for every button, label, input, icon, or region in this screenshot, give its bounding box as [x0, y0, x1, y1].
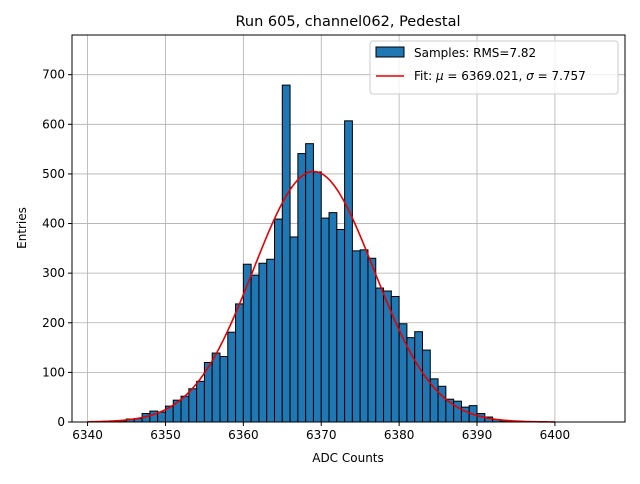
histogram-bar	[236, 304, 244, 422]
x-axis-label: ADC Counts	[312, 451, 384, 465]
histogram-bar	[360, 250, 368, 422]
legend: Samples: RMS=7.82 Fit: μ = 6369.021, σ =…	[370, 41, 618, 94]
y-tick-label: 700	[42, 68, 65, 82]
y-tick-label: 500	[42, 167, 65, 181]
y-tick-label: 100	[42, 365, 65, 379]
legend-label-samples: Samples: RMS=7.82	[414, 46, 536, 60]
histogram-bar	[298, 154, 306, 422]
fit-label-prefix: Fit:	[414, 69, 436, 83]
x-tick-label: 6370	[306, 428, 337, 442]
histogram-bar	[290, 237, 298, 422]
histogram-bar	[438, 386, 446, 422]
histogram-bar	[197, 381, 205, 422]
y-tick-label: 400	[42, 217, 65, 231]
histogram-bar	[422, 350, 430, 422]
legend-label-fit: Fit: μ = 6369.021, σ = 7.757	[414, 69, 586, 83]
histogram-bar	[345, 121, 353, 422]
x-ticks: 6340 6350 6360 6370 6380 6390 6400	[72, 422, 570, 442]
histogram-bar	[243, 264, 251, 422]
y-ticks: 0 100 200 300 400 500 600 700	[42, 68, 72, 429]
histogram-bar	[313, 172, 321, 422]
fit-label-mu-symbol: μ	[435, 69, 444, 83]
y-tick-label: 600	[42, 117, 65, 131]
y-tick-label: 300	[42, 266, 65, 280]
y-axis-label: Entries	[15, 207, 29, 249]
histogram-bar	[306, 144, 314, 422]
histogram-bar	[282, 85, 290, 422]
fit-label-sigma-value: = 7.757	[534, 69, 586, 83]
histogram-bar	[329, 213, 337, 422]
histogram-bar	[189, 389, 197, 422]
x-tick-label: 6390	[462, 428, 493, 442]
histogram-bar	[352, 251, 360, 422]
histogram-bar	[321, 218, 329, 422]
histogram-bar	[454, 401, 462, 422]
histogram-bar	[259, 263, 267, 422]
histogram-bar	[368, 258, 376, 422]
histogram-bar	[407, 338, 415, 422]
x-tick-label: 6350	[150, 428, 181, 442]
fit-label-mu-value: = 6369.021,	[444, 69, 527, 83]
y-tick-label: 0	[57, 415, 65, 429]
histogram-bar	[228, 332, 236, 422]
x-tick-label: 6340	[72, 428, 103, 442]
histogram-bar	[267, 259, 275, 422]
x-tick-label: 6380	[384, 428, 415, 442]
histogram-bar	[181, 396, 189, 422]
histogram-bars	[111, 85, 508, 422]
y-tick-label: 200	[42, 316, 65, 330]
chart-title: Run 605, channel062, Pedestal	[235, 14, 460, 30]
histogram-bar	[220, 357, 228, 422]
histogram-bar	[275, 219, 283, 422]
histogram-bar	[251, 275, 259, 422]
legend-swatch-samples	[376, 47, 404, 57]
histogram-bar	[158, 412, 166, 422]
histogram-bar	[337, 229, 345, 422]
histogram-bar	[212, 353, 220, 422]
histogram-bar	[376, 288, 384, 422]
x-tick-label: 6360	[228, 428, 259, 442]
histogram-bar	[415, 332, 423, 422]
x-tick-label: 6400	[540, 428, 571, 442]
